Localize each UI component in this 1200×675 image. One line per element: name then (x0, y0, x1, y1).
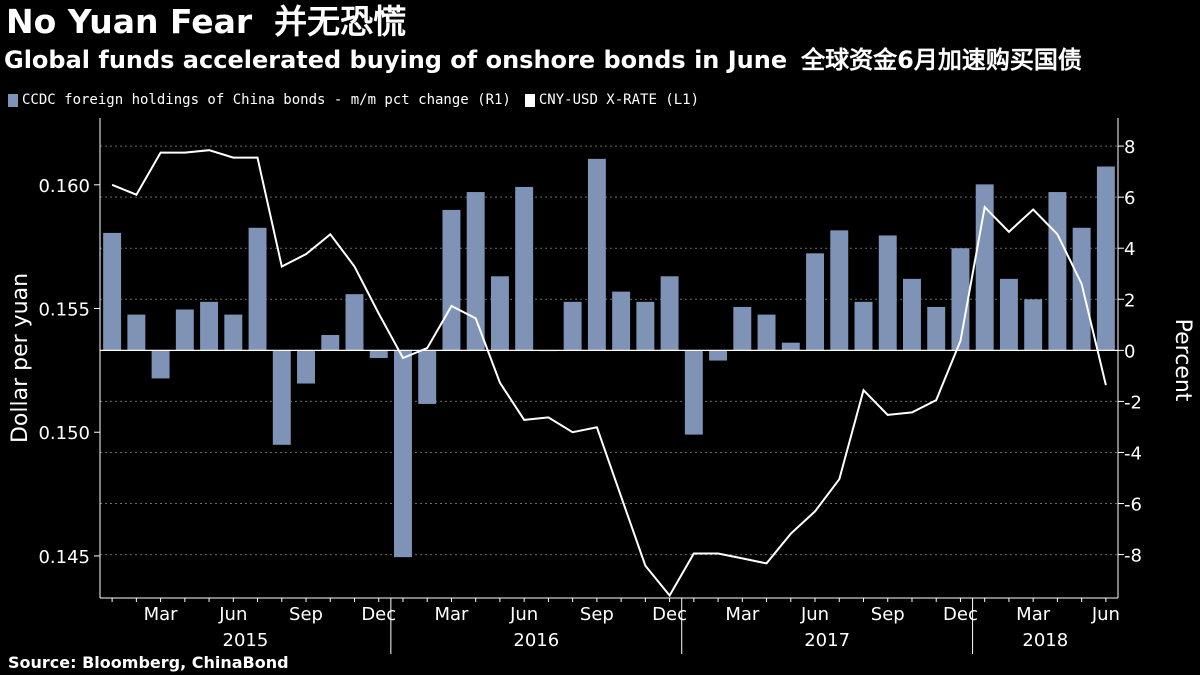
legend-swatch-line (524, 93, 535, 107)
bar (757, 314, 776, 351)
bar (345, 294, 364, 351)
right-tick-label: 4 (1124, 239, 1135, 260)
x-month-label: Jun (218, 604, 247, 625)
chart-title-zh: 并无恐慌 (274, 2, 407, 41)
x-year-label: 2017 (804, 630, 850, 651)
bar-series (103, 158, 1115, 558)
left-tick-label: 0.150 (38, 423, 90, 444)
bar (466, 192, 485, 351)
bar (903, 278, 921, 351)
right-axis-ticks: -8 -6 -4 -2 0 2 4 6 8 (1118, 137, 1142, 567)
bar (1048, 192, 1067, 351)
bar (200, 301, 219, 351)
chart-legend: CCDC foreign holdings of China bonds - m… (8, 90, 713, 110)
bar (224, 314, 243, 351)
axes (99, 118, 1119, 599)
x-month-label: Dec (943, 604, 978, 625)
right-tick-label: -2 (1124, 392, 1142, 413)
bar (297, 350, 315, 384)
legend-item-bars: CCDC foreign holdings of China bonds - m… (8, 90, 511, 110)
bar (394, 350, 412, 558)
bar (442, 209, 461, 351)
chart-subtitle-en: Global funds accelerated buying of onsho… (4, 46, 788, 74)
bar (951, 248, 970, 351)
bar (854, 301, 873, 351)
legend-label-line: CNY-USD X-RATE (L1) (538, 92, 700, 108)
bar (830, 230, 849, 351)
bar (272, 350, 291, 445)
bar (806, 253, 824, 351)
bar (490, 276, 509, 351)
x-month-label: Jun (509, 604, 538, 625)
x-month-label: Mar (144, 604, 179, 625)
bar (563, 301, 582, 351)
bar (321, 335, 340, 351)
left-tick-label: 0.160 (38, 176, 90, 197)
bar (999, 278, 1018, 351)
right-tick-label: -8 (1124, 546, 1142, 567)
bar (418, 350, 437, 404)
bar (927, 306, 946, 351)
bar (709, 350, 728, 361)
bar (612, 291, 631, 351)
chart-title: No Yuan Fear 并无恐慌 (6, 2, 406, 42)
bar (975, 184, 994, 351)
bar (1072, 227, 1091, 351)
bar (248, 227, 267, 351)
bar (103, 232, 122, 351)
bar (175, 309, 194, 351)
right-tick-label: 0 (1124, 341, 1135, 362)
chart-subtitle: Global funds accelerated buying of onsho… (4, 44, 1082, 76)
x-month-label: Sep (580, 604, 614, 625)
source-note: Source: Bloomberg, ChinaBond (8, 653, 289, 672)
bar (127, 314, 146, 351)
bar (636, 301, 655, 351)
bar (684, 350, 703, 435)
left-tick-label: 0.145 (38, 547, 90, 568)
bar (660, 276, 679, 351)
x-year-label: 2015 (223, 630, 269, 651)
right-tick-label: 2 (1124, 290, 1135, 311)
x-axis-ticks: Mar Jun Sep Dec Mar Jun Sep Dec Mar Jun Sep Dec Mar J… (111, 598, 1120, 654)
x-month-label: Mar (725, 604, 760, 625)
right-tick-label: -6 (1124, 495, 1142, 516)
left-axis-ticks: 0.145 0.150 0.155 0.160 (38, 176, 100, 568)
y-axis-right-label: Percent (1170, 319, 1195, 402)
x-year-label: 2018 (1022, 630, 1068, 651)
x-month-label: Dec (361, 604, 396, 625)
x-month-label: Jun (800, 604, 829, 625)
legend-item-line: CNY-USD X-RATE (L1) (524, 90, 700, 110)
x-year-label: 2016 (513, 630, 559, 651)
bar (781, 342, 800, 351)
chart-subtitle-zh: 全球资金6月加速购买国债 (801, 46, 1082, 74)
chart-title-en: No Yuan Fear (6, 2, 253, 41)
bar (733, 306, 752, 351)
legend-label-bars: CCDC foreign holdings of China bonds - m… (22, 92, 511, 108)
bar (151, 350, 170, 379)
x-month-label: Mar (434, 604, 469, 625)
y-axis-left-label: Dollar per yuan (8, 273, 33, 443)
right-tick-label: -4 (1124, 443, 1142, 464)
bar (369, 350, 388, 358)
legend-swatch-bars (8, 93, 18, 107)
x-month-label: Jun (1091, 604, 1120, 625)
bar (1024, 299, 1043, 351)
x-month-label: Sep (871, 604, 905, 625)
x-month-label: Dec (652, 604, 687, 625)
bar (1096, 166, 1115, 351)
right-tick-label: 8 (1124, 137, 1135, 158)
bar (515, 186, 534, 351)
right-tick-label: 6 (1124, 188, 1135, 209)
bar (878, 235, 897, 351)
x-month-label: Mar (1016, 604, 1051, 625)
x-month-label: Sep (289, 604, 323, 625)
bar (587, 158, 606, 351)
fx-line-series (111, 149, 1107, 598)
left-tick-label: 0.155 (38, 300, 90, 321)
